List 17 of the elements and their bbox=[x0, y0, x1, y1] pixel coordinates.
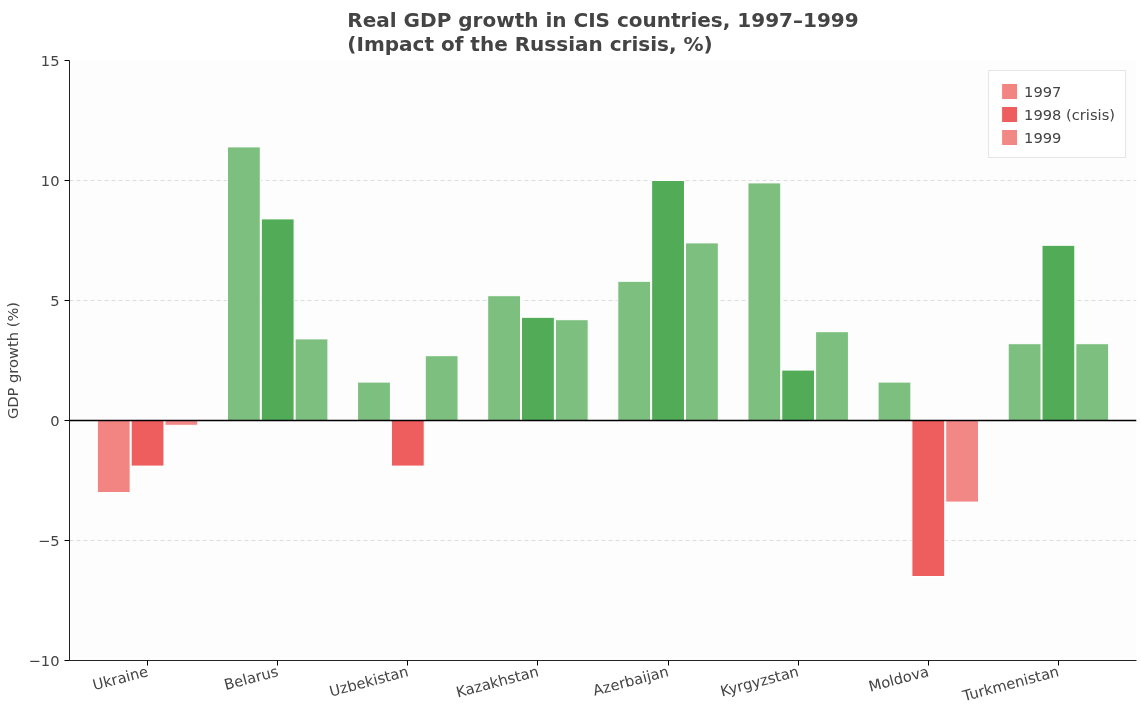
y-tick-label: 0 bbox=[50, 411, 60, 429]
y-tick-label: 10 bbox=[40, 171, 60, 189]
y-tick-label: 15 bbox=[40, 51, 60, 69]
legend-label: 1997 bbox=[1024, 82, 1062, 100]
bar bbox=[424, 355, 459, 421]
bar bbox=[357, 381, 391, 421]
chart-title: Real GDP growth in CIS countries, 1997–1999 (Impact of the Russian crisis, %) bbox=[347, 7, 859, 56]
y-tick-label: −10 bbox=[28, 651, 60, 669]
x-tick-label: Moldova bbox=[866, 662, 931, 695]
legend-label: 1999 bbox=[1024, 128, 1062, 146]
bar bbox=[390, 420, 425, 467]
x-tick-label: Belarus bbox=[222, 662, 280, 693]
y-tick-label: 5 bbox=[50, 291, 60, 309]
x-tick-label: Ukraine bbox=[90, 662, 150, 694]
y-tick-label: −5 bbox=[37, 531, 60, 549]
y-axis-title: GDP growth (%) bbox=[3, 301, 21, 420]
legend-label: 1998 (crisis) bbox=[1024, 105, 1115, 123]
